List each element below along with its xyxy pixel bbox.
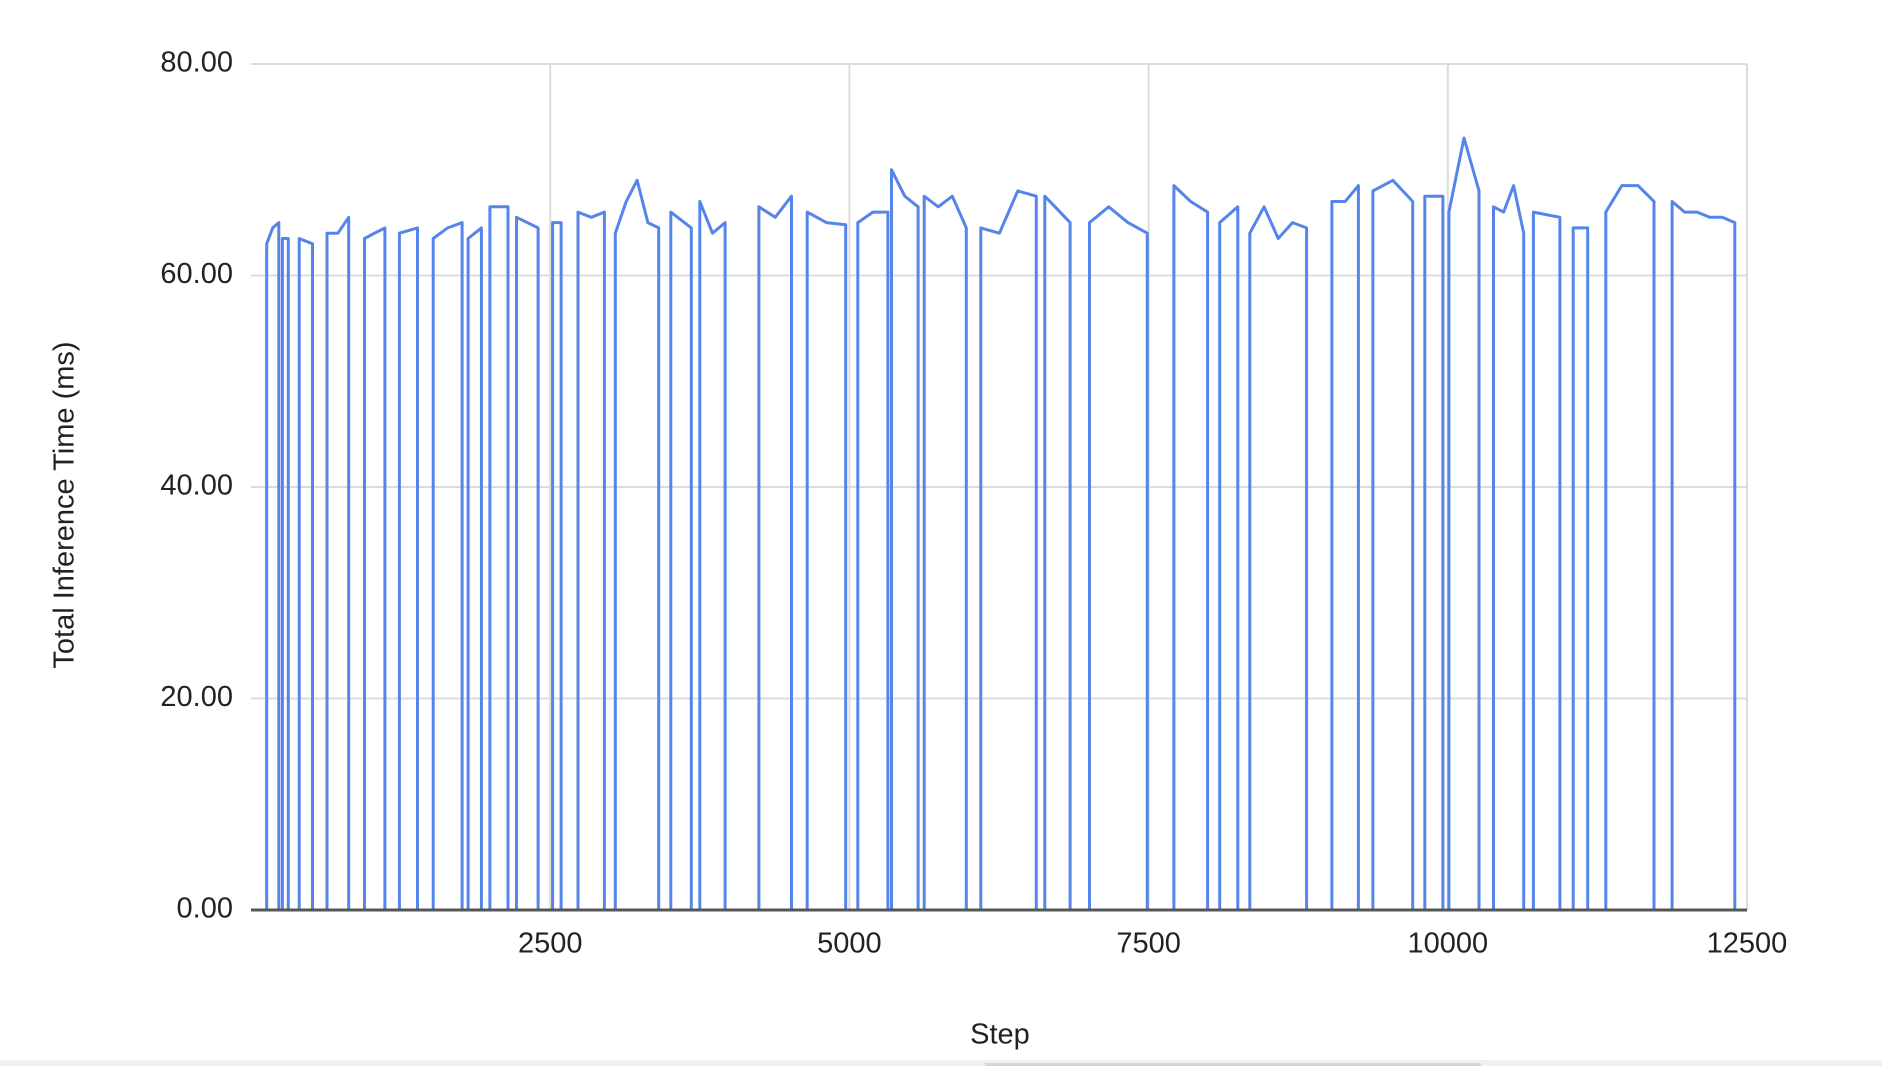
y-tick-label: 40.00 <box>160 470 233 502</box>
data-line <box>265 136 1737 912</box>
x-tick-label: 2500 <box>518 928 583 960</box>
y-axis-label: Total Inference Time (ms) <box>49 341 81 668</box>
y-tick-label: 60.00 <box>160 258 233 290</box>
x-tick-label: 7500 <box>1116 928 1181 960</box>
x-axis-label: Step <box>970 1019 1030 1051</box>
y-tick-label: 80.00 <box>160 47 233 79</box>
y-tick-label: 0.00 <box>177 893 233 925</box>
scroll-thumb <box>985 1063 1481 1066</box>
x-tick-label: 12500 <box>1707 928 1788 960</box>
scroll-strip <box>0 1060 1882 1066</box>
y-tick-label: 20.00 <box>160 681 233 713</box>
x-tick-label: 5000 <box>817 928 882 960</box>
x-tick-label: 10000 <box>1407 928 1488 960</box>
